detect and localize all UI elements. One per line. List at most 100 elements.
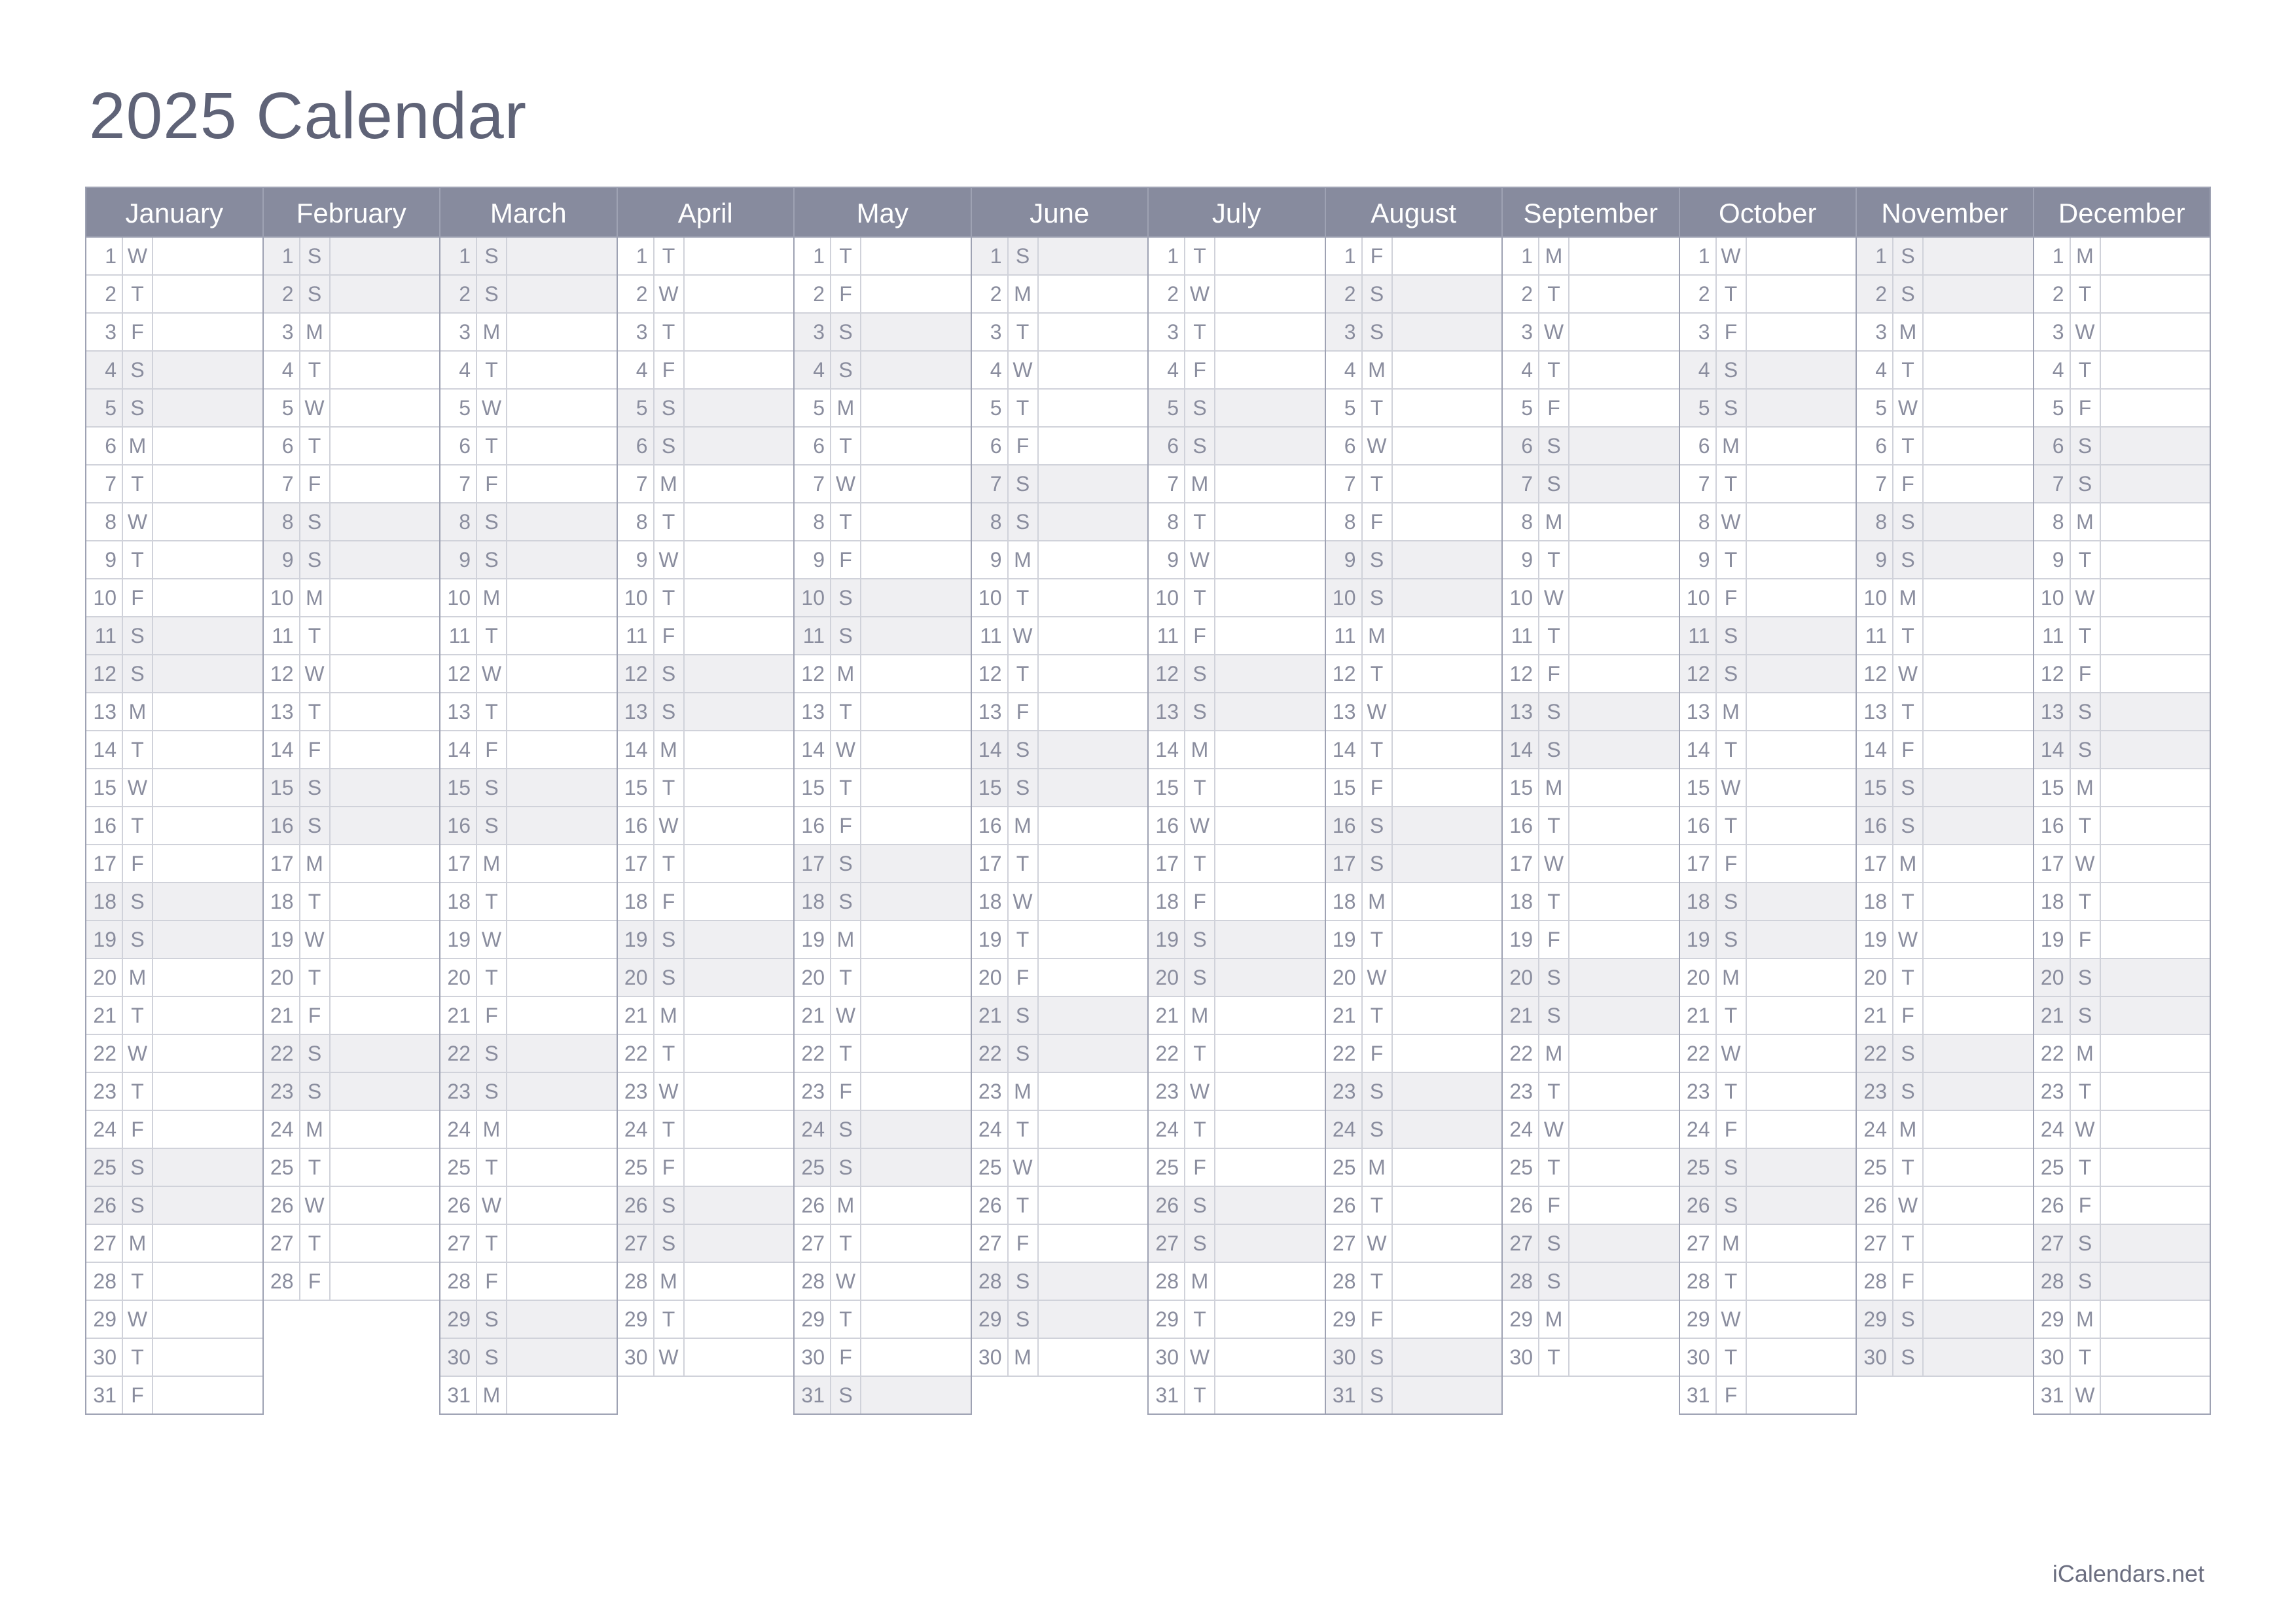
day-weekday: W xyxy=(2071,579,2101,616)
day-weekday: F xyxy=(1363,1035,1393,1072)
day-number: 16 xyxy=(1326,807,1363,844)
day-number: 13 xyxy=(86,693,123,730)
day-weekday: S xyxy=(1009,1301,1039,1338)
day-number: 28 xyxy=(1149,1263,1185,1300)
day-row: 27T xyxy=(795,1225,971,1263)
day-note xyxy=(2101,1339,2210,1376)
day-number: 18 xyxy=(1149,883,1185,920)
day-number: 16 xyxy=(1857,807,1893,844)
day-weekday: S xyxy=(1363,1073,1393,1110)
day-note xyxy=(1215,465,1325,502)
day-note xyxy=(331,769,440,806)
day-note xyxy=(1570,997,1679,1034)
day-note xyxy=(1570,1301,1679,1338)
calendar-grid: January1W2T3F4S5S6M7T8W9T10F11S12S13M14T… xyxy=(85,187,2211,1415)
day-weekday: M xyxy=(1717,959,1747,996)
day-number: 30 xyxy=(1326,1339,1363,1376)
day-note xyxy=(2101,465,2210,502)
day-note xyxy=(331,845,440,882)
day-note xyxy=(685,731,794,768)
day-weekday: S xyxy=(1539,731,1570,768)
day-number: 29 xyxy=(86,1301,123,1338)
day-number: 23 xyxy=(618,1073,655,1110)
day-note xyxy=(685,617,794,654)
day-number: 29 xyxy=(795,1301,831,1338)
day-number: 11 xyxy=(1857,617,1893,654)
day-weekday: S xyxy=(300,276,331,312)
day-weekday: M xyxy=(477,845,507,882)
day-note xyxy=(507,845,617,882)
day-weekday: W xyxy=(1539,579,1570,616)
day-weekday: T xyxy=(1539,276,1570,312)
day-row: 7W xyxy=(795,465,971,503)
day-row: 17F xyxy=(86,845,262,883)
day-note xyxy=(331,503,440,540)
day-weekday: T xyxy=(1009,390,1039,426)
day-number: 27 xyxy=(1857,1225,1893,1262)
day-note xyxy=(1747,314,1856,350)
day-number: 25 xyxy=(1680,1149,1717,1186)
day-row: 5F xyxy=(1503,390,1679,428)
day-note xyxy=(1393,693,1502,730)
day-number: 15 xyxy=(1149,769,1185,806)
day-row: 23S xyxy=(440,1073,617,1111)
day-number: 10 xyxy=(440,579,477,616)
day-note xyxy=(1924,1263,2033,1300)
day-row: 6T xyxy=(264,428,440,465)
day-number: 3 xyxy=(264,314,300,350)
day-note xyxy=(685,959,794,996)
day-weekday: S xyxy=(123,655,153,692)
day-row: 31M xyxy=(440,1377,617,1415)
day-row: 30T xyxy=(1503,1339,1679,1377)
day-note xyxy=(1570,921,1679,958)
day-number: 22 xyxy=(1857,1035,1893,1072)
day-weekday: T xyxy=(831,1225,861,1262)
day-weekday: T xyxy=(2071,1339,2101,1376)
day-row: 5W xyxy=(264,390,440,428)
day-weekday: S xyxy=(1185,1225,1215,1262)
day-weekday: F xyxy=(1539,921,1570,958)
day-note xyxy=(153,465,262,502)
day-note xyxy=(685,1339,794,1376)
day-weekday: W xyxy=(655,807,685,844)
month-column: August1F2S3S4M5T6W7T8F9S10S11M12T13W14T1… xyxy=(1326,187,1503,1415)
day-number: 5 xyxy=(1680,390,1717,426)
day-note xyxy=(2101,541,2210,578)
day-number: 2 xyxy=(440,276,477,312)
day-note xyxy=(507,1377,617,1413)
day-number: 24 xyxy=(1857,1111,1893,1148)
day-weekday: F xyxy=(2071,655,2101,692)
day-note xyxy=(153,1225,262,1262)
day-note xyxy=(507,541,617,578)
day-row: 6T xyxy=(1857,428,2033,465)
day-row: 27W xyxy=(1326,1225,1502,1263)
day-weekday: S xyxy=(1893,807,1924,844)
day-row: 11F xyxy=(1149,617,1325,655)
day-number: 5 xyxy=(2034,390,2071,426)
day-number: 12 xyxy=(2034,655,2071,692)
day-note xyxy=(1215,807,1325,844)
day-row-empty xyxy=(972,1377,1148,1415)
day-number: 27 xyxy=(795,1225,831,1262)
day-row: 20W xyxy=(1326,959,1502,997)
day-number: 7 xyxy=(1680,465,1717,502)
day-number: 16 xyxy=(1503,807,1539,844)
day-number: 10 xyxy=(1857,579,1893,616)
day-weekday: S xyxy=(300,503,331,540)
day-weekday: M xyxy=(2071,238,2101,274)
day-note xyxy=(1570,845,1679,882)
day-row: 21S xyxy=(1503,997,1679,1035)
day-weekday: M xyxy=(1539,503,1570,540)
day-weekday: S xyxy=(1363,807,1393,844)
day-row: 12T xyxy=(972,655,1148,693)
day-note xyxy=(685,579,794,616)
day-row: 5M xyxy=(795,390,971,428)
day-row: 30T xyxy=(86,1339,262,1377)
day-weekday: S xyxy=(1893,503,1924,540)
day-weekday: M xyxy=(2071,1301,2101,1338)
day-number: 12 xyxy=(1680,655,1717,692)
month-header: October xyxy=(1680,187,1856,238)
day-note xyxy=(1215,1377,1325,1413)
day-note xyxy=(1039,1339,1148,1376)
day-row: 25F xyxy=(1149,1149,1325,1187)
